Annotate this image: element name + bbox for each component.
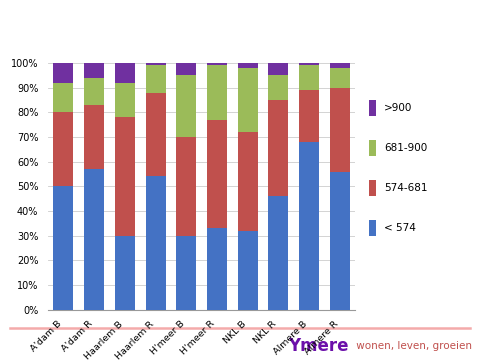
- Bar: [369, 180, 376, 196]
- Bar: [330, 68, 350, 87]
- Bar: [84, 78, 104, 105]
- Text: wonen, leven, groeien: wonen, leven, groeien: [353, 341, 472, 351]
- Bar: [84, 169, 104, 310]
- Bar: [115, 83, 135, 117]
- Bar: [207, 120, 227, 228]
- Bar: [53, 186, 73, 310]
- Text: 681-900: 681-900: [384, 143, 427, 153]
- Bar: [53, 83, 73, 112]
- Text: 574-681: 574-681: [384, 183, 428, 193]
- Bar: [369, 140, 376, 156]
- Text: Ymere: Ymere: [288, 337, 348, 355]
- Bar: [115, 63, 135, 83]
- Bar: [176, 235, 196, 310]
- Bar: [145, 66, 166, 93]
- Bar: [369, 220, 376, 236]
- Bar: [207, 66, 227, 120]
- Bar: [299, 142, 319, 310]
- Text: < 574: < 574: [384, 223, 416, 233]
- Bar: [84, 63, 104, 78]
- Bar: [238, 68, 258, 132]
- Bar: [299, 63, 319, 66]
- Text: >900: >900: [384, 103, 412, 113]
- Bar: [176, 137, 196, 235]
- Bar: [238, 132, 258, 231]
- Bar: [268, 75, 288, 100]
- Bar: [299, 90, 319, 142]
- Bar: [53, 112, 73, 186]
- Bar: [145, 93, 166, 176]
- Bar: [330, 171, 350, 310]
- Bar: [53, 63, 73, 83]
- Bar: [369, 100, 376, 116]
- Bar: [115, 117, 135, 235]
- Bar: [238, 231, 258, 310]
- Bar: [207, 63, 227, 66]
- Bar: [330, 87, 350, 171]
- Bar: [299, 66, 319, 90]
- Bar: [268, 63, 288, 75]
- Bar: [268, 100, 288, 196]
- Bar: [268, 196, 288, 310]
- Bar: [176, 63, 196, 75]
- Bar: [176, 75, 196, 137]
- Bar: [145, 63, 166, 66]
- Bar: [115, 235, 135, 310]
- Bar: [145, 176, 166, 310]
- Bar: [207, 228, 227, 310]
- Bar: [330, 63, 350, 68]
- Text: Confrontatie beleid- realisatie regio: Confrontatie beleid- realisatie regio: [12, 19, 365, 37]
- Bar: [84, 105, 104, 169]
- Bar: [238, 63, 258, 68]
